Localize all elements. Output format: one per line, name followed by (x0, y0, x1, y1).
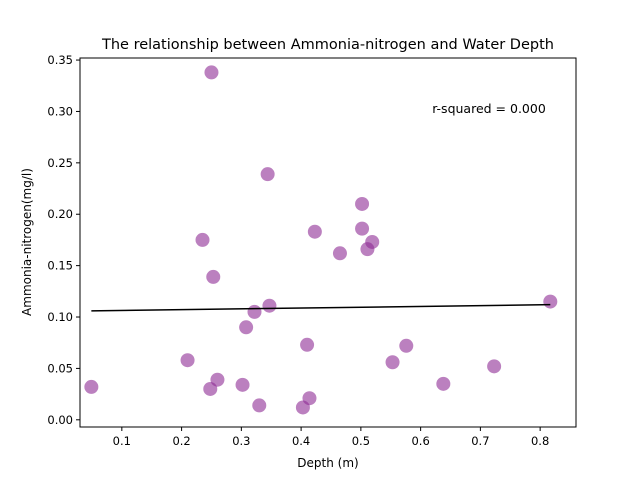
trendline (91, 303, 551, 312)
y-axis-ticks: 0.00 0.05 0.10 0.15 0.20 0.25 0.30 0.35 (47, 53, 80, 427)
x-axis-label: Depth (m) (297, 456, 358, 470)
data-point (365, 234, 380, 249)
data-point (260, 167, 275, 182)
data-point (399, 338, 414, 353)
x-tick-label: 0.8 (531, 434, 549, 448)
x-tick-label: 0.5 (352, 434, 370, 448)
data-point (206, 269, 221, 284)
data-point (195, 232, 210, 247)
x-tick-label: 0.1 (113, 434, 131, 448)
x-tick-label: 0.4 (292, 434, 310, 448)
x-axis-ticks: 0.1 0.2 0.3 0.4 0.5 0.6 0.7 0.8 (113, 427, 549, 448)
data-points (84, 65, 558, 415)
data-point (302, 391, 317, 406)
data-point (487, 359, 502, 374)
data-point (543, 294, 558, 309)
data-point (355, 196, 370, 211)
x-tick-label: 0.3 (232, 434, 250, 448)
y-tick-label: 0.15 (47, 259, 73, 273)
data-point (307, 224, 322, 239)
data-point (436, 376, 451, 391)
y-tick-label: 0.10 (47, 310, 73, 324)
data-point (180, 353, 195, 368)
plot-frame (79, 57, 577, 428)
data-point (332, 246, 347, 261)
x-tick-label: 0.7 (471, 434, 489, 448)
data-point (235, 377, 250, 392)
data-point (355, 221, 370, 236)
data-point (262, 298, 277, 313)
data-point (84, 379, 99, 394)
x-tick-label: 0.6 (411, 434, 429, 448)
y-tick-label: 0.20 (47, 207, 73, 221)
y-tick-label: 0.30 (47, 104, 73, 118)
chart-title: The relationship between Ammonia-nitroge… (101, 37, 554, 53)
r-squared-annotation: r-squared = 0.000 (432, 101, 546, 116)
data-point (247, 304, 262, 319)
data-point (239, 320, 254, 335)
data-point (385, 355, 400, 370)
y-tick-label: 0.05 (47, 361, 73, 375)
y-axis-label: Ammonia-nitrogen(mg/l) (20, 168, 34, 316)
y-tick-label: 0.35 (47, 53, 73, 67)
y-tick-label: 0.25 (47, 156, 73, 170)
x-tick-label: 0.2 (172, 434, 190, 448)
data-point (252, 398, 267, 413)
y-tick-label: 0.00 (47, 413, 73, 427)
data-point (210, 372, 225, 387)
data-point (300, 337, 315, 352)
data-point (204, 65, 219, 80)
plot-area: 0.1 0.2 0.3 0.4 0.5 0.6 0.7 0.8 0.00 0.05 0.10 0.1… (47, 53, 577, 448)
trendline-group (91, 303, 551, 312)
